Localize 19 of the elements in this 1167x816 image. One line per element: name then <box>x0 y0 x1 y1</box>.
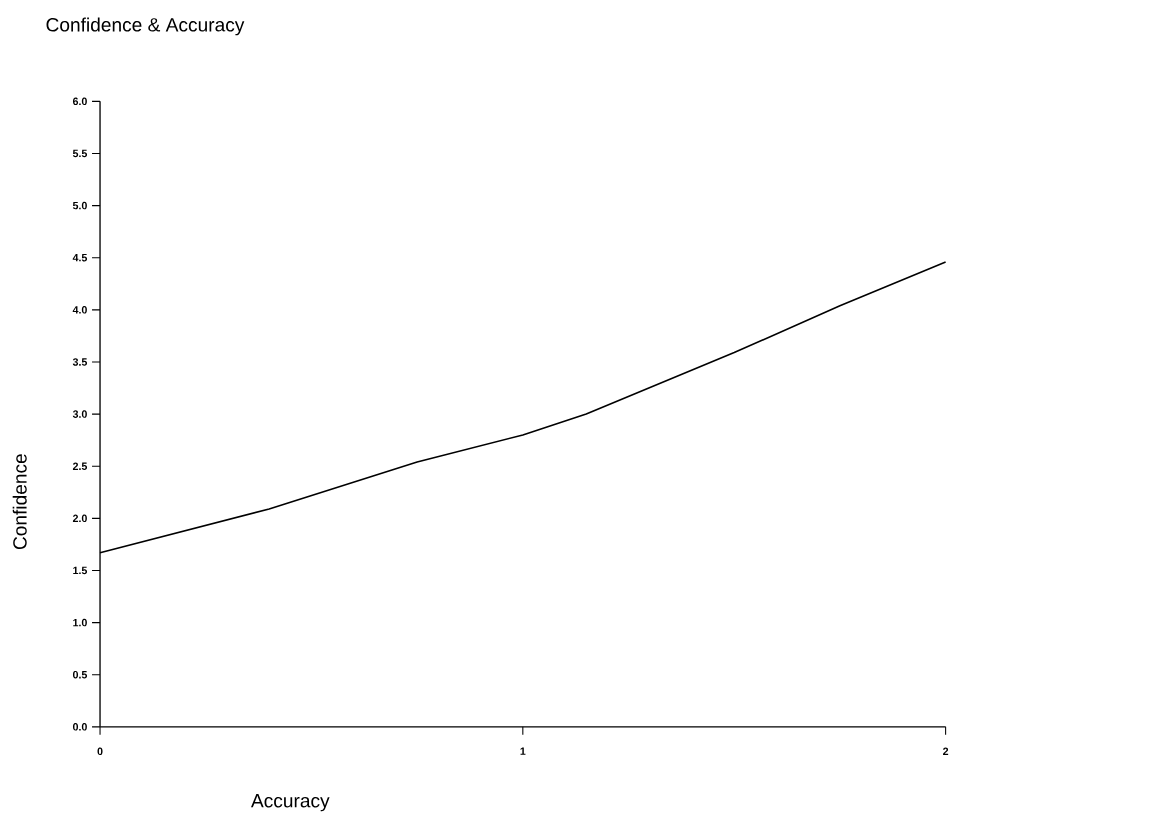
y-axis-title: Confidence <box>12 454 27 550</box>
y-tick-label: 1.5 <box>73 566 88 575</box>
y-tick-label: 3.5 <box>72 358 88 366</box>
y-tick-label: 1.0 <box>73 619 87 627</box>
y-tick-label: 3.0 <box>72 410 87 419</box>
y-tick-label: 0.5 <box>72 671 88 679</box>
y-tick-label: 5.0 <box>72 201 87 210</box>
x-axis-title: Accuracy <box>251 794 330 812</box>
y-tick-label: 2.0 <box>72 514 87 523</box>
y-tick-label: 4.0 <box>72 306 87 314</box>
x-tick-label: 0 <box>97 747 103 756</box>
y-tick-label: 6.0 <box>72 97 87 106</box>
y-tick-label: 4.5 <box>72 254 88 262</box>
x-tick-label: 1 <box>520 747 526 756</box>
y-tick-label: 5.5 <box>72 149 88 158</box>
y-tick-label: 2.5 <box>72 462 88 471</box>
x-tick-label: 2 <box>943 747 949 756</box>
y-tick-label: 0.0 <box>72 723 87 731</box>
chart-title: Confidence & Accuracy <box>46 17 245 36</box>
